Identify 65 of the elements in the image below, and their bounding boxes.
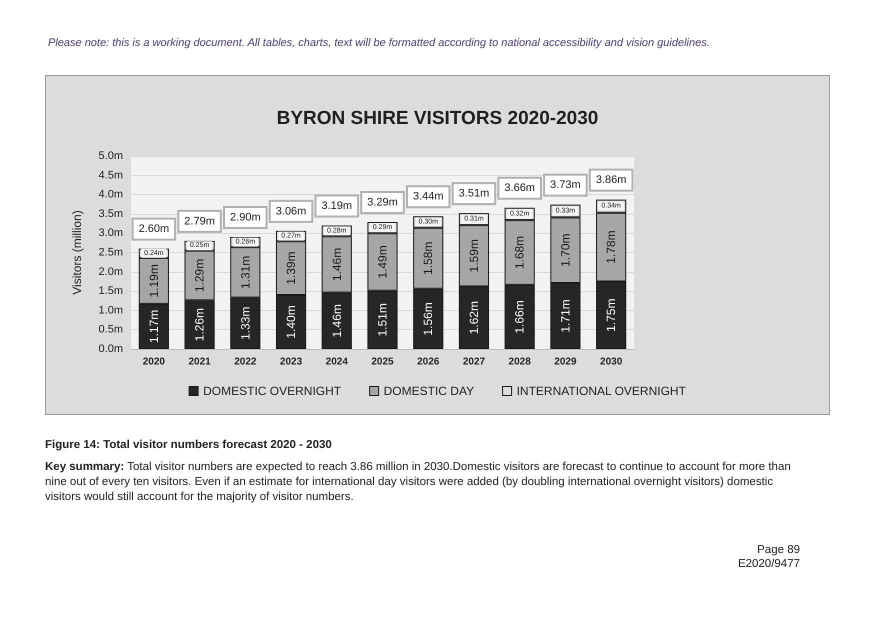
data-label: 1.40m bbox=[284, 305, 298, 339]
data-label: 1.46m bbox=[330, 248, 344, 282]
data-label: 1.29m bbox=[192, 258, 207, 292]
x-tick-label: 2022 bbox=[234, 356, 257, 368]
x-tick-label: 2030 bbox=[600, 356, 623, 368]
data-label: 1.66m bbox=[512, 300, 527, 334]
legend-label: DOMESTIC DAY bbox=[384, 384, 474, 398]
total-label: 3.73m bbox=[550, 179, 581, 192]
total-label: 3.06m bbox=[276, 205, 306, 218]
text: Page 89 bbox=[756, 543, 800, 557]
data-label: 1.58m bbox=[421, 242, 436, 275]
data-label: 1.19m bbox=[146, 264, 161, 298]
total-label: 3.29m bbox=[367, 196, 398, 209]
x-tick-label: 2029 bbox=[554, 356, 577, 368]
legend-label: INTERNATIONAL OVERNIGHT bbox=[516, 384, 687, 398]
data-label: 1.56m bbox=[421, 302, 436, 336]
y-tick-label: 5.0m bbox=[98, 150, 123, 162]
data-label: 1.26m bbox=[192, 308, 207, 342]
y-tick-label: 0.5m bbox=[98, 324, 123, 336]
total-label: 3.86m bbox=[596, 174, 626, 186]
text: Key summary: Total visitor numbers are expected to reach 3.86 million in 2030.Domestic visitors are forecast to continue to account for more than nine out of every ten visitors. Even if an estimate for international day visitors were added (by doubling international overnight visitors) domestic visitors would still account for the majority of visitor numbers. bbox=[45, 460, 792, 505]
y-tick-label: 4.0m bbox=[98, 188, 123, 201]
total-label: 2.60m bbox=[138, 223, 170, 236]
data-label: 1.46m bbox=[330, 304, 344, 338]
total-label: 2.79m bbox=[184, 215, 215, 228]
x-tick-label: 2020 bbox=[142, 356, 166, 368]
legend-label: DOMESTIC OVERNIGHT bbox=[203, 384, 342, 398]
chart-title: BYRON SHIRE VISITORS 2020-2030 bbox=[276, 108, 598, 129]
data-label: 1.49m bbox=[376, 245, 390, 279]
data-label: 1.33m bbox=[238, 306, 252, 340]
x-tick-label: 2023 bbox=[280, 356, 303, 368]
caption: Figure 14: Total visitor numbers forecast 2020 - 2030 bbox=[45, 439, 332, 451]
data-label: 1.71m bbox=[558, 299, 572, 333]
x-tick-label: 2026 bbox=[417, 356, 440, 368]
data-label: 1.78m bbox=[604, 230, 618, 264]
data-label: 1.51m bbox=[376, 303, 390, 337]
data-label: 1.31m bbox=[238, 256, 252, 290]
total-label: 3.51m bbox=[458, 188, 490, 200]
y-tick-label: 1.5m bbox=[98, 285, 123, 298]
data-label: 1.59m bbox=[466, 239, 481, 272]
y-tick-label: 4.5m bbox=[98, 169, 123, 182]
y-axis-title: Visitors (million) bbox=[70, 210, 84, 295]
text: E2020/9477 bbox=[738, 557, 800, 571]
data-label: 1.75m bbox=[604, 298, 618, 332]
data-label: 1.17m bbox=[146, 310, 161, 344]
x-tick-label: 2025 bbox=[371, 356, 394, 368]
y-tick-label: 3.5m bbox=[98, 208, 123, 220]
y-tick-label: 1.0m bbox=[98, 304, 123, 316]
total-label: 3.66m bbox=[504, 182, 535, 194]
x-tick-label: 2028 bbox=[508, 356, 532, 368]
y-tick-label: 2.0m bbox=[98, 266, 123, 278]
total-label: 3.44m bbox=[412, 190, 444, 203]
y-tick-label: 2.5m bbox=[98, 246, 123, 258]
data-label: 1.62m bbox=[466, 301, 481, 334]
text: Please note: this is a working document. All tables, charts, text will be formatted according to national accessibility and vision guidelines. bbox=[48, 37, 710, 49]
x-tick-label: 2027 bbox=[462, 356, 486, 368]
data-label: 1.39m bbox=[284, 251, 298, 285]
y-tick-label: 3.0m bbox=[98, 227, 123, 240]
data-label: 1.68m bbox=[512, 236, 527, 270]
x-tick-label: 2024 bbox=[326, 356, 348, 368]
total-label: 2.90m bbox=[230, 212, 261, 224]
x-tick-label: 2021 bbox=[188, 356, 212, 368]
data-label: 1.70m bbox=[558, 234, 572, 267]
total-label: 3.19m bbox=[321, 200, 352, 212]
y-tick-label: 0.0m bbox=[98, 343, 123, 355]
